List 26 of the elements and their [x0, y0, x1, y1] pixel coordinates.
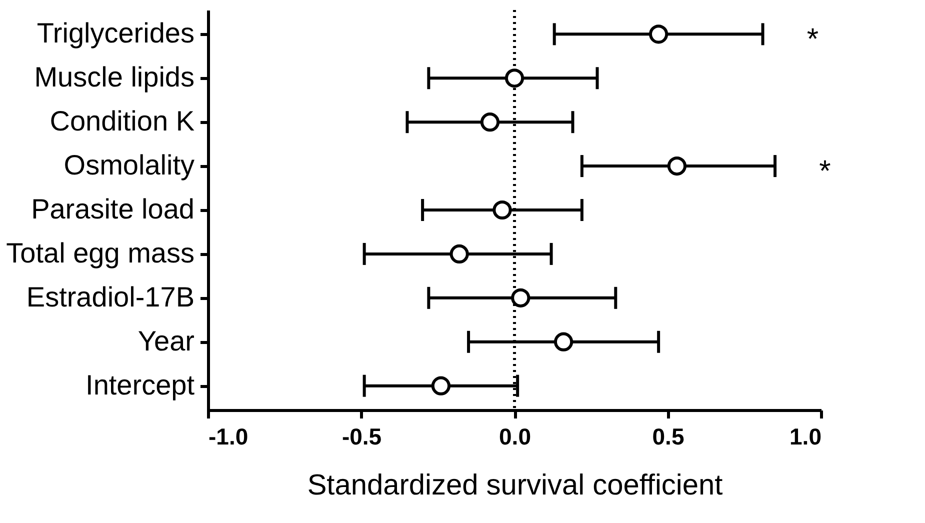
- y-tick-label: Year: [138, 325, 194, 356]
- y-tick-label: Parasite load: [31, 194, 194, 224]
- point: [504, 68, 524, 88]
- point: [480, 112, 500, 132]
- point: [667, 156, 687, 176]
- point: [648, 24, 668, 44]
- x-tick-label: 1.0: [790, 424, 822, 450]
- annotation: *: [806, 23, 819, 56]
- point: [492, 200, 512, 220]
- x-tick-label: -0.5: [342, 424, 382, 450]
- y-tick-label: Muscle lipids: [34, 62, 194, 93]
- y-tick-label: Total egg mass: [6, 237, 194, 268]
- point: [450, 244, 469, 264]
- y-tick-label: Intercept: [86, 369, 195, 400]
- y-tick-label: Condition K: [50, 106, 195, 137]
- x-tick-label: 0.0: [499, 424, 531, 450]
- y-tick-label: Triglycerides: [36, 18, 194, 49]
- y-tick-label: Osmolality: [64, 150, 194, 181]
- y-tick-label: Estradiol-17B: [26, 281, 194, 312]
- x-axis-title: Standardized survival coefficient: [307, 470, 723, 502]
- x-tick-label: 0.5: [652, 424, 684, 450]
- x-tick-label: -1.0: [208, 424, 248, 450]
- point: [511, 288, 530, 308]
- point: [554, 332, 574, 352]
- point: [431, 376, 450, 396]
- annotation: *: [819, 155, 832, 188]
